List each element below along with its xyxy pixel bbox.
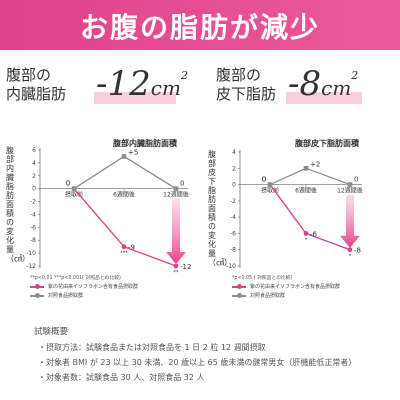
page-title: お腹の脂肪が減少 [79,11,320,44]
stat-number: -8 [288,64,322,104]
data-label: +2 [310,160,320,168]
x-tick-label: 12週間後 [163,191,189,199]
stat-label: 腹部の 皮下脂肪 [216,66,276,104]
legend-label: 対照食品摂取群 [250,293,286,299]
legend-marker [30,293,44,298]
chart-footnote: *p<0.05 ( 対照品との比較) [232,276,293,281]
legend-marker [232,293,246,298]
y-tick-label: 0 [32,186,36,193]
title-banner: お腹の脂肪が減少 [0,0,400,50]
y-tick-label: 2 [32,173,36,180]
outline-item: ・摂取方法：試験食品または対照食品を 1 日 2 粒 12 週間摂取 [38,343,266,352]
data-point [173,263,179,269]
y-tick-label: -6 [30,224,36,231]
stat-unit: cm [321,76,352,100]
stat-unit: cm [150,76,181,100]
decrease-arrow [166,198,186,264]
significance-mark: *** [120,251,128,257]
legend-item: 対照食品摂取群 [30,292,83,299]
data-point [121,244,127,250]
y-tick-label: -6 [230,230,236,237]
outline-item: ・対象者数：試験食品 30 人、対照食品 32 人 [38,373,205,382]
stat-value: -12cm2 [96,64,188,104]
series-line [73,155,177,190]
stat-label-line1: 腹部の [6,66,52,84]
stat-value: -8cm2 [288,64,358,104]
legend-marker [30,284,44,289]
stat-highlight-band [94,92,176,104]
stat-label: 腹部の 内臓脂肪 [6,66,66,104]
data-label: +5 [128,148,138,156]
data-point [121,154,127,159]
series-line [269,167,351,186]
data-point [347,182,353,187]
data-label: 0 [66,180,70,188]
y-tick-label: 2 [232,165,236,172]
data-point [303,231,309,236]
data-label: 0 [262,176,266,184]
y-tick-label: -10 [26,250,36,257]
legend-marker [232,284,246,289]
x-tick-label: 12週間後 [337,187,363,195]
legend-item: 対照食品摂取群 [232,292,285,299]
y-tick-label: -2 [30,199,36,206]
decrease-arrow [340,194,360,248]
y-tick-label: -12 [26,263,36,270]
x-tick-label: 6週間後 [295,187,317,195]
y-tick-label: 6 [32,147,36,154]
data-label: -8 [354,247,361,255]
stat-label-line2: 内臓脂肪 [6,85,67,103]
data-label: 0 [354,176,358,184]
y-tick-label: 4 [32,160,36,167]
data-label: 0 [180,180,184,188]
data-label: -12 [180,263,191,271]
data-point [347,247,353,253]
chart-footnote: **p<0.01 ***p<0.001( 対照品との比較) [30,276,121,281]
y-tick-label: 0 [232,182,236,189]
y-tick-label: -8 [30,237,36,244]
y-tick-label: -4 [230,214,236,221]
stat-unit-superscript: 2 [351,69,359,82]
data-label: -9 [128,244,135,252]
y-tick-label: -4 [30,211,36,218]
data-point [71,186,77,191]
stat-unit-superscript: 2 [180,69,188,82]
significance-mark: * [305,237,308,243]
data-label: 0 [66,180,70,188]
data-point [267,182,273,187]
x-tick-label: 6週間後 [113,191,135,199]
data-label: 0 [262,176,266,184]
stat-number: -12 [96,64,151,104]
significance-mark: ** [174,270,180,276]
x-tick-label: 摂取前 [65,191,83,199]
outline-title: 試験概要 [34,327,69,337]
legend-item: 紫の花由来イソフラボン含有食品摂取群 [30,283,138,290]
y-tick-label: -2 [230,198,236,205]
data-point [173,186,179,191]
y-tick-label: -8 [230,247,236,254]
data-point [303,165,309,171]
x-tick-label: 摂取前 [261,187,279,195]
stat-label-line2: 皮下脂肪 [216,85,277,103]
significance-mark: * [349,254,352,260]
legend-item: 紫の花由来イソフラボン含有食品摂取群 [232,283,340,290]
legend-label: 紫の花由来イソフラボン含有食品摂取群 [48,284,139,290]
data-label: -6 [310,230,318,238]
stat-highlight-band [286,92,362,104]
legend-label: 紫の花由来イソフラボン含有食品摂取群 [250,284,341,290]
y-tick-label: 4 [232,149,236,156]
legend-label: 対照食品摂取群 [48,293,84,299]
stat-label-line1: 腹部の [216,66,262,84]
chart-title: 腹部皮下脂肪面積 [295,139,359,148]
chart-title: 腹部内臓脂肪面積 [113,139,177,148]
outline-item: ・対象者 BMI が 23 以上 30 未満、20 歳以上 65 歳未満の健常男… [38,358,357,367]
y-tick-label: -10 [226,263,236,270]
